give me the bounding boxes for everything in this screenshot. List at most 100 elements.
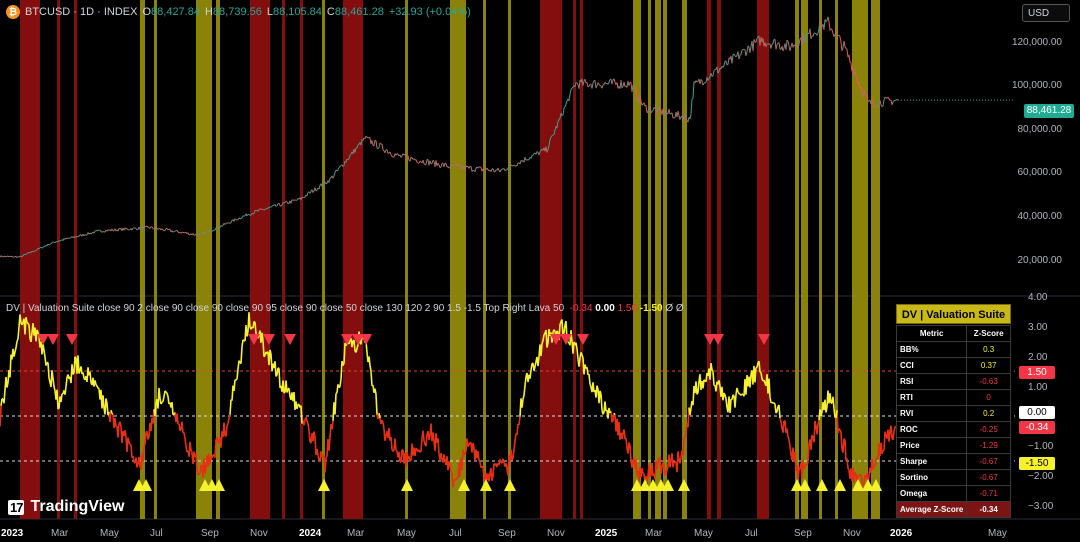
osc-tick: 1.00: [1028, 382, 1048, 393]
ohlc-close: C88,461.28: [326, 6, 384, 18]
col-zscore: Z-Score: [966, 325, 1011, 342]
metric-label: RVI: [895, 405, 968, 422]
price-tick: 40,000.00: [1017, 211, 1063, 222]
buy-signal-marker: [458, 479, 470, 491]
time-tick: May: [694, 528, 713, 539]
price-tick: 80,000.00: [1017, 124, 1063, 135]
price-tick: 20,000.00: [1017, 255, 1063, 266]
indicator-value: -1.50: [639, 303, 663, 314]
col-metric: Metric: [895, 325, 968, 342]
ohlc-open: O88,427.84: [142, 6, 200, 18]
yellow-signal-zone: [508, 0, 511, 519]
time-tick: Nov: [250, 528, 268, 539]
time-tick: Jul: [449, 528, 462, 539]
time-tick: 2024: [299, 528, 322, 539]
zscore-value: -0.71: [966, 485, 1011, 502]
osc-tick: 4.00: [1028, 292, 1048, 303]
sell-signal-marker: [284, 334, 296, 345]
yellow-signal-zone: [819, 0, 822, 519]
valuation-table: Metric Z-Score BB% 0.3 CCI 0.37 RSI -0.63 R…: [895, 325, 1011, 518]
red-signal-zone: [580, 0, 583, 519]
table-row: RSI -0.63: [895, 373, 1011, 390]
yellow-signal-zone: [795, 0, 799, 519]
metric-label: RTI: [895, 389, 968, 406]
price-tick: 100,000.00: [1011, 80, 1062, 91]
red-signal-zone: [282, 0, 285, 519]
yellow-signal-zone: [852, 0, 868, 519]
valuation-table-title: DV | Valuation Suite: [896, 304, 1011, 324]
price-series-up: [0, 16, 898, 259]
metric-label: CCI: [895, 357, 968, 374]
buy-signal-marker: [639, 479, 651, 491]
zscore-value: -0.67: [966, 453, 1011, 470]
indicator-value: 0.00: [595, 303, 615, 314]
red-signal-zone: [57, 0, 60, 519]
table-row: Omega -0.71: [895, 485, 1011, 502]
sell-signal-marker: [577, 334, 589, 345]
zscore-value: 0.2: [966, 405, 1011, 422]
buy-signal-marker: [662, 479, 674, 491]
time-tick: Mar: [51, 528, 69, 539]
buy-signal-marker: [870, 479, 882, 491]
buy-signal-marker: [480, 479, 492, 491]
sell-signal-marker: [360, 334, 372, 345]
time-tick: Mar: [645, 528, 663, 539]
red-signal-zone: [573, 0, 576, 519]
buy-signal-marker: [816, 479, 828, 491]
price-tick: 60,000.00: [1017, 167, 1063, 178]
red-signal-zone: [717, 0, 721, 519]
sell-signal-marker: [758, 334, 770, 345]
zscore-value: -0.63: [966, 373, 1011, 390]
symbol-header: ₿ BTCUSD · 1D · INDEX O88,427.84 H88,739…: [6, 5, 471, 19]
sell-signal-marker: [66, 334, 78, 345]
time-tick: 2026: [890, 528, 913, 539]
red-signal-zone: [757, 0, 769, 519]
zero-badge: 0.00: [1019, 406, 1055, 419]
osc-tick: 3.00: [1028, 322, 1048, 333]
oscillator-high-series: [0, 312, 838, 424]
zscore-value: 0: [966, 389, 1011, 406]
buy-signal-marker: [678, 479, 690, 491]
yellow-signal-zone: [871, 0, 880, 519]
osc-tick: −3.00: [1028, 501, 1054, 512]
yellow-signal-zone: [216, 0, 220, 519]
time-tick: Sep: [498, 528, 516, 539]
buy-signal-marker: [318, 479, 330, 491]
symbol-label[interactable]: BTCUSD · 1D · INDEX: [25, 6, 138, 18]
red-signal-zone: [250, 0, 270, 519]
yellow-signal-zone: [154, 0, 157, 519]
metric-label: Omega: [895, 485, 968, 502]
upper-threshold-badge: 1.50: [1019, 366, 1055, 379]
osc-tick: 2.00: [1028, 352, 1048, 363]
indicator-value: -0.34: [569, 303, 593, 314]
yellow-signal-zone: [196, 0, 212, 519]
average-value: -0.34: [966, 501, 1011, 518]
time-tick: Jul: [745, 528, 758, 539]
indicator-value: 1.50: [617, 303, 638, 314]
indicator-header[interactable]: DV | Valuation Suite close 90 2 close 90…: [6, 303, 684, 314]
indicator-settings: DV | Valuation Suite close 90 2 close 90…: [6, 303, 565, 314]
ohlc-high: H88,739.56: [204, 6, 262, 18]
red-signal-zone: [540, 0, 562, 519]
yellow-signal-zone: [483, 0, 486, 519]
osc-tick: −2.00: [1028, 471, 1054, 482]
time-tick: Sep: [201, 528, 219, 539]
table-row: Sharpe -0.67: [895, 453, 1011, 470]
yellow-signal-zone: [663, 0, 667, 519]
table-row: Sortino -0.67: [895, 469, 1011, 486]
ohlc-low: L88,105.84: [266, 6, 322, 18]
table-row: RVI 0.2: [895, 405, 1011, 422]
yellow-signal-zone: [655, 0, 661, 519]
buy-signal-marker: [631, 479, 643, 491]
table-row: ROC -0.25: [895, 421, 1011, 438]
metric-label: ROC: [895, 421, 968, 438]
red-signal-zone: [36, 0, 40, 519]
time-tick: 2023: [1, 528, 24, 539]
red-signal-zone: [707, 0, 711, 519]
tradingview-logo[interactable]: 17 TradingView: [8, 498, 124, 516]
yellow-signal-zone: [450, 0, 466, 519]
zscore-value: 0.37: [966, 357, 1011, 374]
yellow-signal-zone: [835, 0, 838, 519]
currency-button[interactable]: USD: [1022, 4, 1070, 22]
